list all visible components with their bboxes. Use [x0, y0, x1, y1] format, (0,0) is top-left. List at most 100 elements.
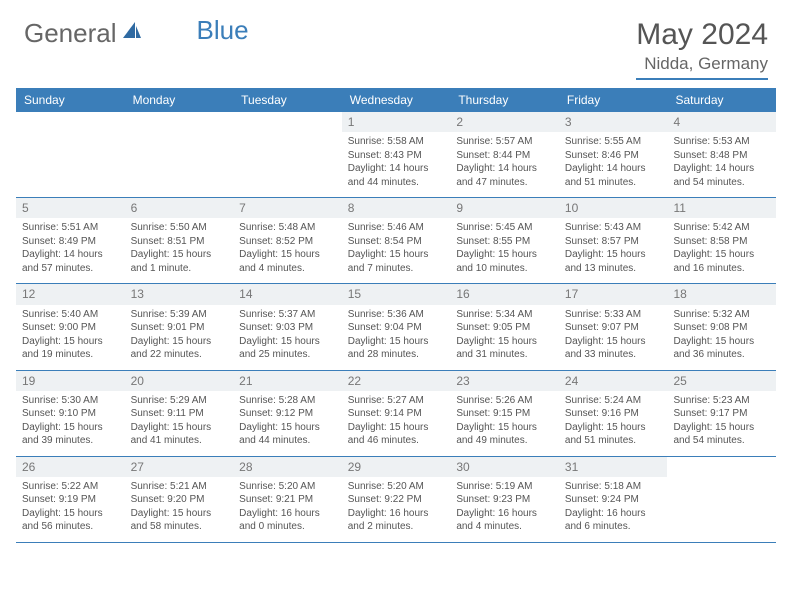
- calendar-day-cell: 1Sunrise: 5:58 AMSunset: 8:43 PMDaylight…: [342, 112, 451, 197]
- calendar-day-cell: 26Sunrise: 5:22 AMSunset: 9:19 PMDayligh…: [16, 457, 125, 542]
- calendar-week-row: 12Sunrise: 5:40 AMSunset: 9:00 PMDayligh…: [16, 284, 776, 370]
- daylight-line: Daylight: 15 hours and 54 minutes.: [673, 421, 770, 448]
- calendar-day-cell: 5Sunrise: 5:51 AMSunset: 8:49 PMDaylight…: [16, 198, 125, 283]
- calendar-day-cell: 22Sunrise: 5:27 AMSunset: 9:14 PMDayligh…: [342, 371, 451, 456]
- logo-sail-icon: [121, 18, 143, 49]
- calendar-day-cell: 7Sunrise: 5:48 AMSunset: 8:52 PMDaylight…: [233, 198, 342, 283]
- sunrise-line: Sunrise: 5:18 AM: [565, 480, 662, 494]
- sunset-line: Sunset: 9:12 PM: [239, 407, 336, 421]
- calendar-day-cell: 24 Sunrise: 5:24 AMSunset: 9:16 PMDayligh…: [559, 371, 668, 456]
- day-number: 12: [16, 284, 125, 304]
- day-number: 10: [559, 198, 668, 218]
- daylight-line: Daylight: 14 hours and 44 minutes.: [348, 162, 445, 189]
- daylight-line: Daylight: 15 hours and 13 minutes.: [565, 248, 662, 275]
- sunset-line: Sunset: 9:24 PM: [565, 493, 662, 507]
- daylight-line: Daylight: 16 hours and 4 minutes.: [456, 507, 553, 534]
- calendar-day-cell: 29Sunrise: 5:20 AMSunset: 9:22 PMDayligh…: [342, 457, 451, 542]
- calendar-day-cell: 12Sunrise: 5:40 AMSunset: 9:00 PMDayligh…: [16, 284, 125, 369]
- calendar-day-cell: 20Sunrise: 5:29 AMSunset: 9:11 PMDayligh…: [125, 371, 234, 456]
- sunset-line: Sunset: 8:55 PM: [456, 235, 553, 249]
- sunrise-line: Sunrise: 5:33 AM: [565, 308, 662, 322]
- sunset-line: Sunset: 8:46 PM: [565, 149, 662, 163]
- sunset-line: Sunset: 9:00 PM: [22, 321, 119, 335]
- daylight-line: Daylight: 15 hours and 28 minutes.: [348, 335, 445, 362]
- sunset-line: Sunset: 9:03 PM: [239, 321, 336, 335]
- daylight-line: Daylight: 15 hours and 7 minutes.: [348, 248, 445, 275]
- daylight-line: Daylight: 15 hours and 39 minutes.: [22, 421, 119, 448]
- calendar-grid: SundayMondayTuesdayWednesdayThursdayFrid…: [16, 88, 776, 543]
- day-number: 24: [559, 371, 668, 391]
- title-block: May 2024 Nidda, Germany: [636, 18, 768, 80]
- brand-part1: General: [24, 18, 117, 49]
- day-number: 26: [16, 457, 125, 477]
- day-number: 14: [233, 284, 342, 304]
- calendar-week-row: 19Sunrise: 5:30 AMSunset: 9:10 PMDayligh…: [16, 371, 776, 457]
- sunrise-line: Sunrise: 5:36 AM: [348, 308, 445, 322]
- header: General Blue May 2024 Nidda, Germany: [0, 0, 792, 88]
- sunset-line: Sunset: 9:08 PM: [673, 321, 770, 335]
- weekday-header-cell: Tuesday: [233, 88, 342, 112]
- daylight-line: Daylight: 15 hours and 46 minutes.: [348, 421, 445, 448]
- calendar-day-cell: 31Sunrise: 5:18 AMSunset: 9:24 PMDayligh…: [559, 457, 668, 542]
- daylight-line: Daylight: 14 hours and 57 minutes.: [22, 248, 119, 275]
- calendar-day-cell: 14Sunrise: 5:37 AMSunset: 9:03 PMDayligh…: [233, 284, 342, 369]
- sunset-line: Sunset: 9:22 PM: [348, 493, 445, 507]
- day-number: 29: [342, 457, 451, 477]
- daylight-line: Daylight: 15 hours and 44 minutes.: [239, 421, 336, 448]
- calendar-empty-cell: [125, 112, 234, 197]
- day-number: 9: [450, 198, 559, 218]
- calendar-day-cell: 13Sunrise: 5:39 AMSunset: 9:01 PMDayligh…: [125, 284, 234, 369]
- day-number: 13: [125, 284, 234, 304]
- brand-part2: Blue: [197, 15, 249, 46]
- sunrise-line: Sunrise: 5:58 AM: [348, 135, 445, 149]
- sunrise-line: Sunrise: 5:20 AM: [348, 480, 445, 494]
- calendar-day-cell: 21Sunrise: 5:28 AMSunset: 9:12 PMDayligh…: [233, 371, 342, 456]
- calendar-day-cell: 3 Sunrise: 5:55 AMSunset: 8:46 PMDaylight…: [559, 112, 668, 197]
- day-number: 16: [450, 284, 559, 304]
- calendar-day-cell: 10Sunrise: 5:43 AMSunset: 8:57 PMDayligh…: [559, 198, 668, 283]
- sunrise-line: Sunrise: 5:34 AM: [456, 308, 553, 322]
- calendar-day-cell: 23Sunrise: 5:26 AMSunset: 9:15 PMDayligh…: [450, 371, 559, 456]
- location-label: Nidda, Germany: [636, 54, 768, 80]
- day-number: 11: [667, 198, 776, 218]
- day-number: 17: [559, 284, 668, 304]
- calendar-empty-cell: [233, 112, 342, 197]
- day-number: 30: [450, 457, 559, 477]
- sunset-line: Sunset: 8:58 PM: [673, 235, 770, 249]
- weekday-header-row: SundayMondayTuesdayWednesdayThursdayFrid…: [16, 88, 776, 112]
- day-number: 8: [342, 198, 451, 218]
- calendar-day-cell: 11Sunrise: 5:42 AMSunset: 8:58 PMDayligh…: [667, 198, 776, 283]
- sunrise-line: Sunrise: 5:20 AM: [239, 480, 336, 494]
- sunset-line: Sunset: 9:21 PM: [239, 493, 336, 507]
- daylight-line: Daylight: 15 hours and 51 minutes.: [565, 421, 662, 448]
- sunset-line: Sunset: 9:07 PM: [565, 321, 662, 335]
- calendar-week-row: 26Sunrise: 5:22 AMSunset: 9:19 PMDayligh…: [16, 457, 776, 543]
- sunset-line: Sunset: 9:16 PM: [565, 407, 662, 421]
- sunrise-line: Sunrise: 5:57 AM: [456, 135, 553, 149]
- sunrise-line: Sunrise: 5:23 AM: [673, 394, 770, 408]
- sunrise-line: Sunrise: 5:19 AM: [456, 480, 553, 494]
- daylight-line: Daylight: 16 hours and 6 minutes.: [565, 507, 662, 534]
- day-number: 3: [559, 112, 668, 132]
- daylight-line: Daylight: 15 hours and 31 minutes.: [456, 335, 553, 362]
- sunrise-line: Sunrise: 5:37 AM: [239, 308, 336, 322]
- daylight-line: Daylight: 14 hours and 54 minutes.: [673, 162, 770, 189]
- weekday-header-cell: Monday: [125, 88, 234, 112]
- sunset-line: Sunset: 8:43 PM: [348, 149, 445, 163]
- daylight-line: Daylight: 14 hours and 47 minutes.: [456, 162, 553, 189]
- weekday-header-cell: Friday: [559, 88, 668, 112]
- sunrise-line: Sunrise: 5:24 AM: [565, 394, 662, 408]
- daylight-line: Daylight: 15 hours and 49 minutes.: [456, 421, 553, 448]
- sunrise-line: Sunrise: 5:50 AM: [131, 221, 228, 235]
- daylight-line: Daylight: 15 hours and 19 minutes.: [22, 335, 119, 362]
- sunrise-line: Sunrise: 5:55 AM: [565, 135, 662, 149]
- sunrise-line: Sunrise: 5:27 AM: [348, 394, 445, 408]
- daylight-line: Daylight: 14 hours and 51 minutes.: [565, 162, 662, 189]
- calendar-week-row: 1Sunrise: 5:58 AMSunset: 8:43 PMDaylight…: [16, 112, 776, 198]
- sunrise-line: Sunrise: 5:21 AM: [131, 480, 228, 494]
- calendar-empty-cell: [16, 112, 125, 197]
- calendar-day-cell: 17Sunrise: 5:33 AMSunset: 9:07 PMDayligh…: [559, 284, 668, 369]
- sunset-line: Sunset: 9:23 PM: [456, 493, 553, 507]
- sunrise-line: Sunrise: 5:26 AM: [456, 394, 553, 408]
- sunrise-line: Sunrise: 5:48 AM: [239, 221, 336, 235]
